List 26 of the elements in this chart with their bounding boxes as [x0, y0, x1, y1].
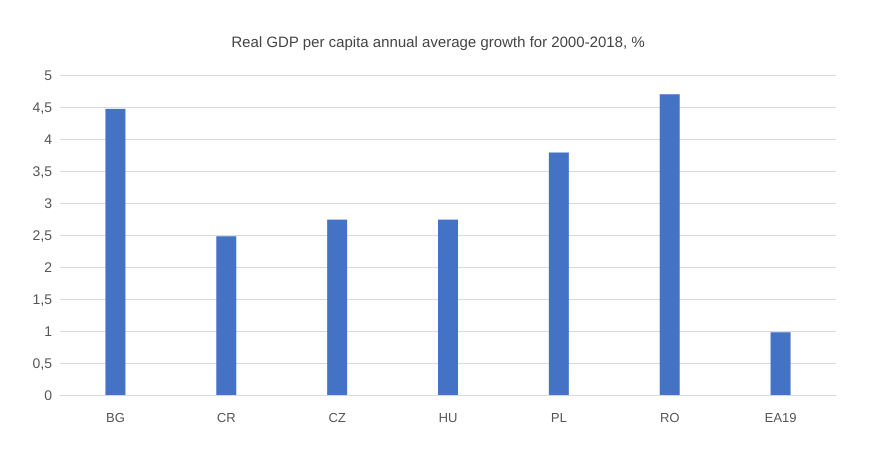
x-tick-label: BG	[106, 410, 125, 425]
chart-title: Real GDP per capita annual average growth for 2000-2018, %	[231, 34, 645, 51]
y-tick-label: 0,5	[32, 355, 52, 371]
x-tick-label: EA19	[764, 410, 796, 425]
x-tick-label: CR	[216, 410, 236, 425]
y-tick-label: 4	[44, 131, 52, 147]
y-tick-label: 3	[44, 195, 52, 211]
y-tick-label: 4,5	[32, 99, 52, 115]
y-tick-label: 3,5	[32, 163, 52, 179]
bar	[216, 236, 236, 395]
x-tick-label: RO	[660, 410, 680, 425]
bar	[660, 94, 680, 395]
bar	[438, 220, 458, 395]
x-tick-label: PL	[550, 410, 567, 425]
x-tick-label: CZ	[328, 410, 346, 425]
bar	[105, 108, 126, 395]
y-tick-label: 0	[44, 387, 52, 403]
bar	[548, 152, 569, 395]
x-tick-label: HU	[438, 410, 458, 425]
bar	[327, 220, 348, 395]
bar	[770, 332, 791, 395]
y-tick-label: 1,5	[32, 291, 52, 307]
y-tick-label: 1	[44, 323, 52, 339]
y-tick-label: 2	[44, 259, 52, 275]
y-tick-label: 2,5	[32, 227, 52, 243]
y-tick-label: 5	[44, 67, 52, 83]
